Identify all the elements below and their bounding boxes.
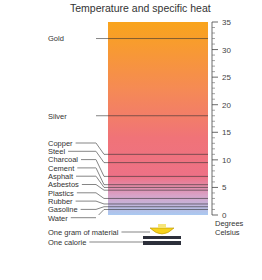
minor-tick <box>212 121 215 122</box>
minor-tick <box>212 165 215 166</box>
minor-tick <box>212 27 215 28</box>
y-axis-label: DegreesCelsius <box>215 219 244 237</box>
value-marker <box>96 143 208 154</box>
marks <box>96 39 208 215</box>
value-marker <box>96 160 208 177</box>
leader-line <box>77 192 96 193</box>
minor-tick <box>212 192 215 193</box>
minor-tick <box>212 209 215 210</box>
leader-line <box>82 184 96 185</box>
y-axis-label-line: Celsius <box>215 228 240 237</box>
value-marker <box>96 209 208 215</box>
dish-icon <box>150 228 174 234</box>
leader-line <box>68 151 96 152</box>
y-tick <box>212 215 218 216</box>
y-axis-label-line: Degrees <box>215 219 244 228</box>
leader-line <box>71 217 96 218</box>
value-marker <box>96 185 208 191</box>
y-tick-label: 15 <box>222 128 231 137</box>
minor-tick <box>212 170 215 171</box>
leader-line <box>76 201 96 202</box>
minor-tick <box>212 66 215 67</box>
y-tick-label: 25 <box>222 73 231 82</box>
minor-tick <box>212 181 215 182</box>
y-tick-label: 5 <box>222 183 227 192</box>
y-tick <box>212 159 218 160</box>
title: Temperature and specific heat <box>70 2 211 14</box>
annotation: One calorie <box>48 238 86 247</box>
minor-tick <box>212 60 215 61</box>
minor-tick <box>212 126 215 127</box>
minor-tick <box>212 33 215 34</box>
value-marker <box>96 207 208 210</box>
annotation-line <box>121 232 150 233</box>
y-tick <box>212 104 218 105</box>
burner-base <box>143 241 181 245</box>
y-tick <box>212 77 218 78</box>
value-marker <box>96 193 208 199</box>
minor-tick <box>212 148 215 149</box>
value-marker <box>96 201 208 204</box>
y-tick-label: 20 <box>222 101 231 110</box>
minor-tick <box>212 143 215 144</box>
value-marker <box>96 168 208 185</box>
y-tick <box>212 49 218 50</box>
minor-tick <box>212 82 215 83</box>
value-marker <box>96 115 208 116</box>
chart-svg: Temperature and specific heat05101520253… <box>0 0 262 280</box>
chart-root: Temperature and specific heat05101520253… <box>0 0 262 280</box>
material-icon <box>158 224 166 228</box>
annotation-line <box>89 242 145 243</box>
gradient-column <box>108 22 208 215</box>
minor-tick <box>212 154 215 155</box>
minor-tick <box>212 203 215 204</box>
minor-tick <box>212 198 215 199</box>
value-marker <box>96 38 208 39</box>
y-tick <box>212 132 218 133</box>
value-marker <box>96 151 208 162</box>
material-label: Silver <box>48 112 67 121</box>
leader-line <box>76 176 96 177</box>
material-label: Water <box>48 214 68 223</box>
minor-tick <box>212 88 215 89</box>
y-axis <box>212 22 213 215</box>
minor-tick <box>212 99 215 100</box>
burner-top <box>143 236 181 239</box>
minor-tick <box>212 176 215 177</box>
y-tick-label: 10 <box>222 156 231 165</box>
value-marker <box>96 176 208 187</box>
minor-tick <box>212 137 215 138</box>
y-tick-label: 30 <box>222 46 231 55</box>
material-label: Gold <box>48 34 64 43</box>
minor-tick <box>212 55 215 56</box>
leader-line <box>81 159 96 160</box>
annotation: One gram of material <box>48 228 119 237</box>
minor-tick <box>212 71 215 72</box>
minor-tick <box>212 115 215 116</box>
leader-line <box>76 143 96 144</box>
y-tick-label: 35 <box>222 18 231 27</box>
y-tick <box>212 187 218 188</box>
minor-tick <box>212 38 215 39</box>
leader-line <box>77 167 96 168</box>
y-tick <box>212 22 218 23</box>
minor-tick <box>212 110 215 111</box>
minor-tick <box>212 44 215 45</box>
minor-tick <box>212 93 215 94</box>
leader-line <box>81 209 96 210</box>
